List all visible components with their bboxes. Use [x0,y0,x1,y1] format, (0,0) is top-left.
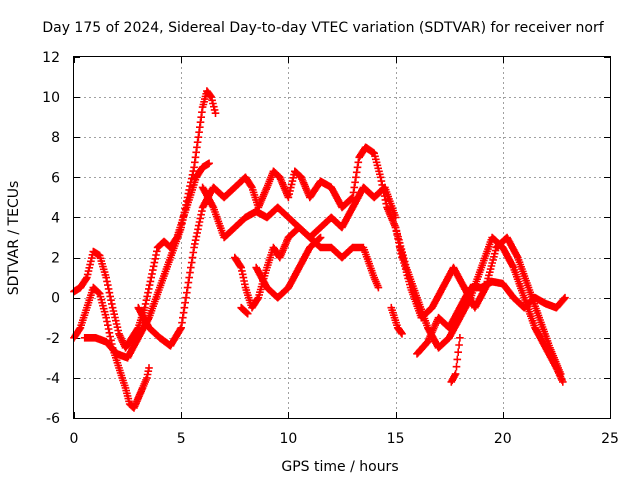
series-track-7 [252,233,325,302]
y-tick-label: -2 [46,331,60,347]
plot-frame [73,56,611,419]
x-tick-label: 10 [279,431,297,447]
x-tick-label: 0 [70,431,79,447]
y-tick-label: 4 [51,210,60,226]
plus-markers [413,277,569,358]
data-marks [70,87,569,412]
plus-markers [252,233,325,302]
plus-markers [70,159,213,352]
chart-title: Day 175 of 2024, Sidereal Day-to-day VTE… [42,20,604,36]
series-track-13 [447,334,464,386]
series-track-10 [396,233,565,378]
x-tick-label: 20 [494,431,512,447]
series-track-12 [387,303,406,338]
y-tick-label: 12 [42,50,60,66]
y-tick-label: 10 [42,90,60,106]
y-tick-label: -6 [46,411,60,427]
x-axis-label: GPS time / hours [281,459,398,475]
grid-layer [74,57,610,418]
y-tick-label: 6 [51,170,60,186]
x-tick-label: 5 [177,431,186,447]
plus-markers [237,303,252,318]
y-tick-label: 2 [51,251,60,267]
plus-markers [396,233,565,378]
x-tick-label: 15 [387,431,405,447]
plus-markers [387,303,406,338]
plus-markers [447,334,464,386]
series-track-4 [134,143,406,350]
plus-markers [80,87,220,362]
series-track-3 [80,87,220,362]
series-track-11 [413,277,569,358]
y-tick-label: 8 [51,130,60,146]
series-track-1 [70,159,213,352]
y-tick-label: -4 [46,371,60,387]
y-axis-label: SDTVAR / TECUs [6,181,22,296]
y-tick-label: 0 [51,291,60,307]
x-tick-label: 25 [601,431,619,447]
series-track-8 [237,303,252,318]
plus-markers [134,143,406,350]
